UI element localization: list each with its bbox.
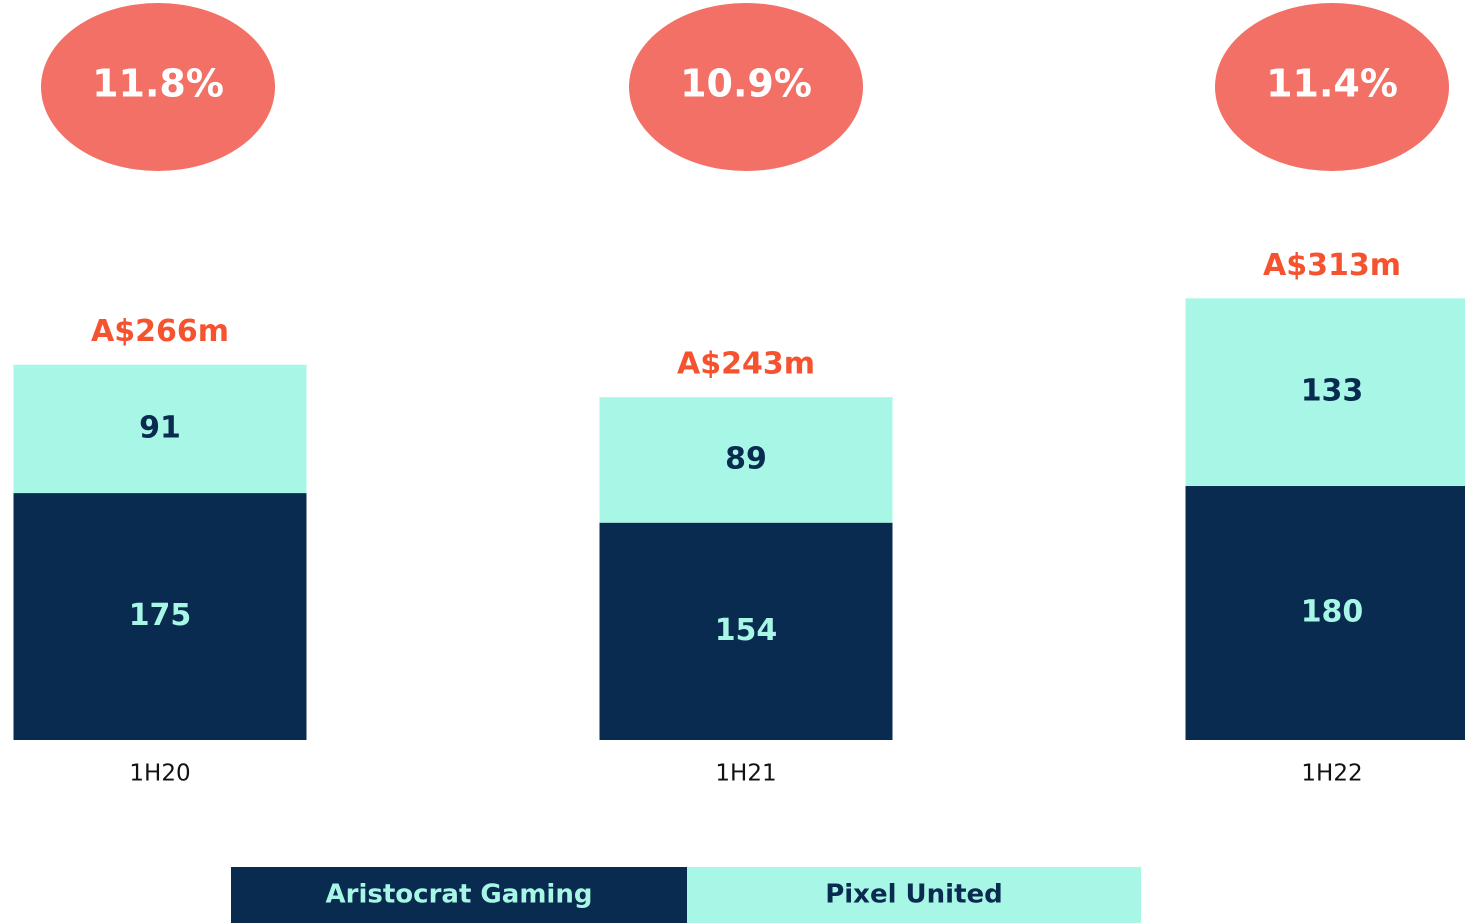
annotation-oval xyxy=(1215,3,1449,171)
annotation: 10.9% xyxy=(680,62,812,106)
legend-swatch xyxy=(231,867,687,923)
annotation: 11.4% xyxy=(1266,62,1398,106)
total-label: A$243m xyxy=(677,347,815,382)
annotation: 11.8% xyxy=(92,62,224,106)
bar-segment xyxy=(599,397,893,523)
value-label: 175 xyxy=(129,598,192,633)
value-label: 91 xyxy=(139,410,181,445)
legend-label: Pixel United xyxy=(825,880,1003,910)
value-label: 154 xyxy=(715,613,778,648)
annotation-oval xyxy=(41,3,275,171)
value-label: 133 xyxy=(1301,374,1364,409)
total-label: A$313m xyxy=(1263,248,1401,283)
legend-label: Aristocrat Gaming xyxy=(326,880,593,910)
bar-segment xyxy=(13,493,307,740)
legend-swatch xyxy=(687,867,1141,923)
bar-segment xyxy=(599,522,893,740)
value-label: 180 xyxy=(1301,595,1364,630)
bar-segment xyxy=(1185,298,1465,487)
x-tick-label: 1H21 xyxy=(715,761,776,787)
value-label: 89 xyxy=(725,441,767,476)
bar-segment xyxy=(13,364,307,494)
x-tick-label: 1H22 xyxy=(1301,761,1362,787)
bar-segment xyxy=(1185,486,1465,740)
total-label: A$266m xyxy=(91,314,229,349)
annotation-oval xyxy=(629,3,863,171)
x-tick-label: 1H20 xyxy=(129,761,190,787)
